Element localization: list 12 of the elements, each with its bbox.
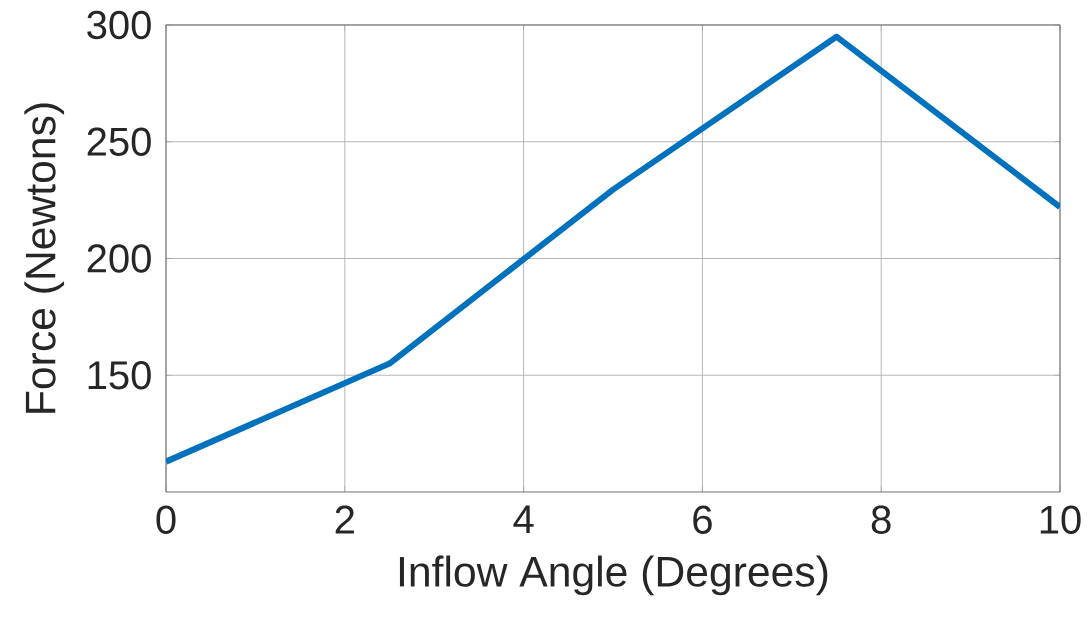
- x-tick-label: 4: [513, 505, 534, 534]
- x-tick-label: 2: [335, 505, 354, 534]
- y-tick-label: 200: [87, 244, 151, 273]
- x-tick-label: 0: [156, 505, 176, 534]
- x-axis-title: Inflow Angle (Degrees): [399, 555, 828, 596]
- x-tick-label: 6: [693, 505, 712, 534]
- y-axis-title: Force (Newtons): [24, 103, 65, 413]
- x-tick-label: 8: [871, 505, 891, 534]
- y-tick-label: 300: [87, 10, 151, 40]
- y-tick-label: 250: [87, 127, 151, 156]
- x-tick-label: 10: [1040, 505, 1081, 534]
- y-tick-label: 150: [88, 361, 151, 390]
